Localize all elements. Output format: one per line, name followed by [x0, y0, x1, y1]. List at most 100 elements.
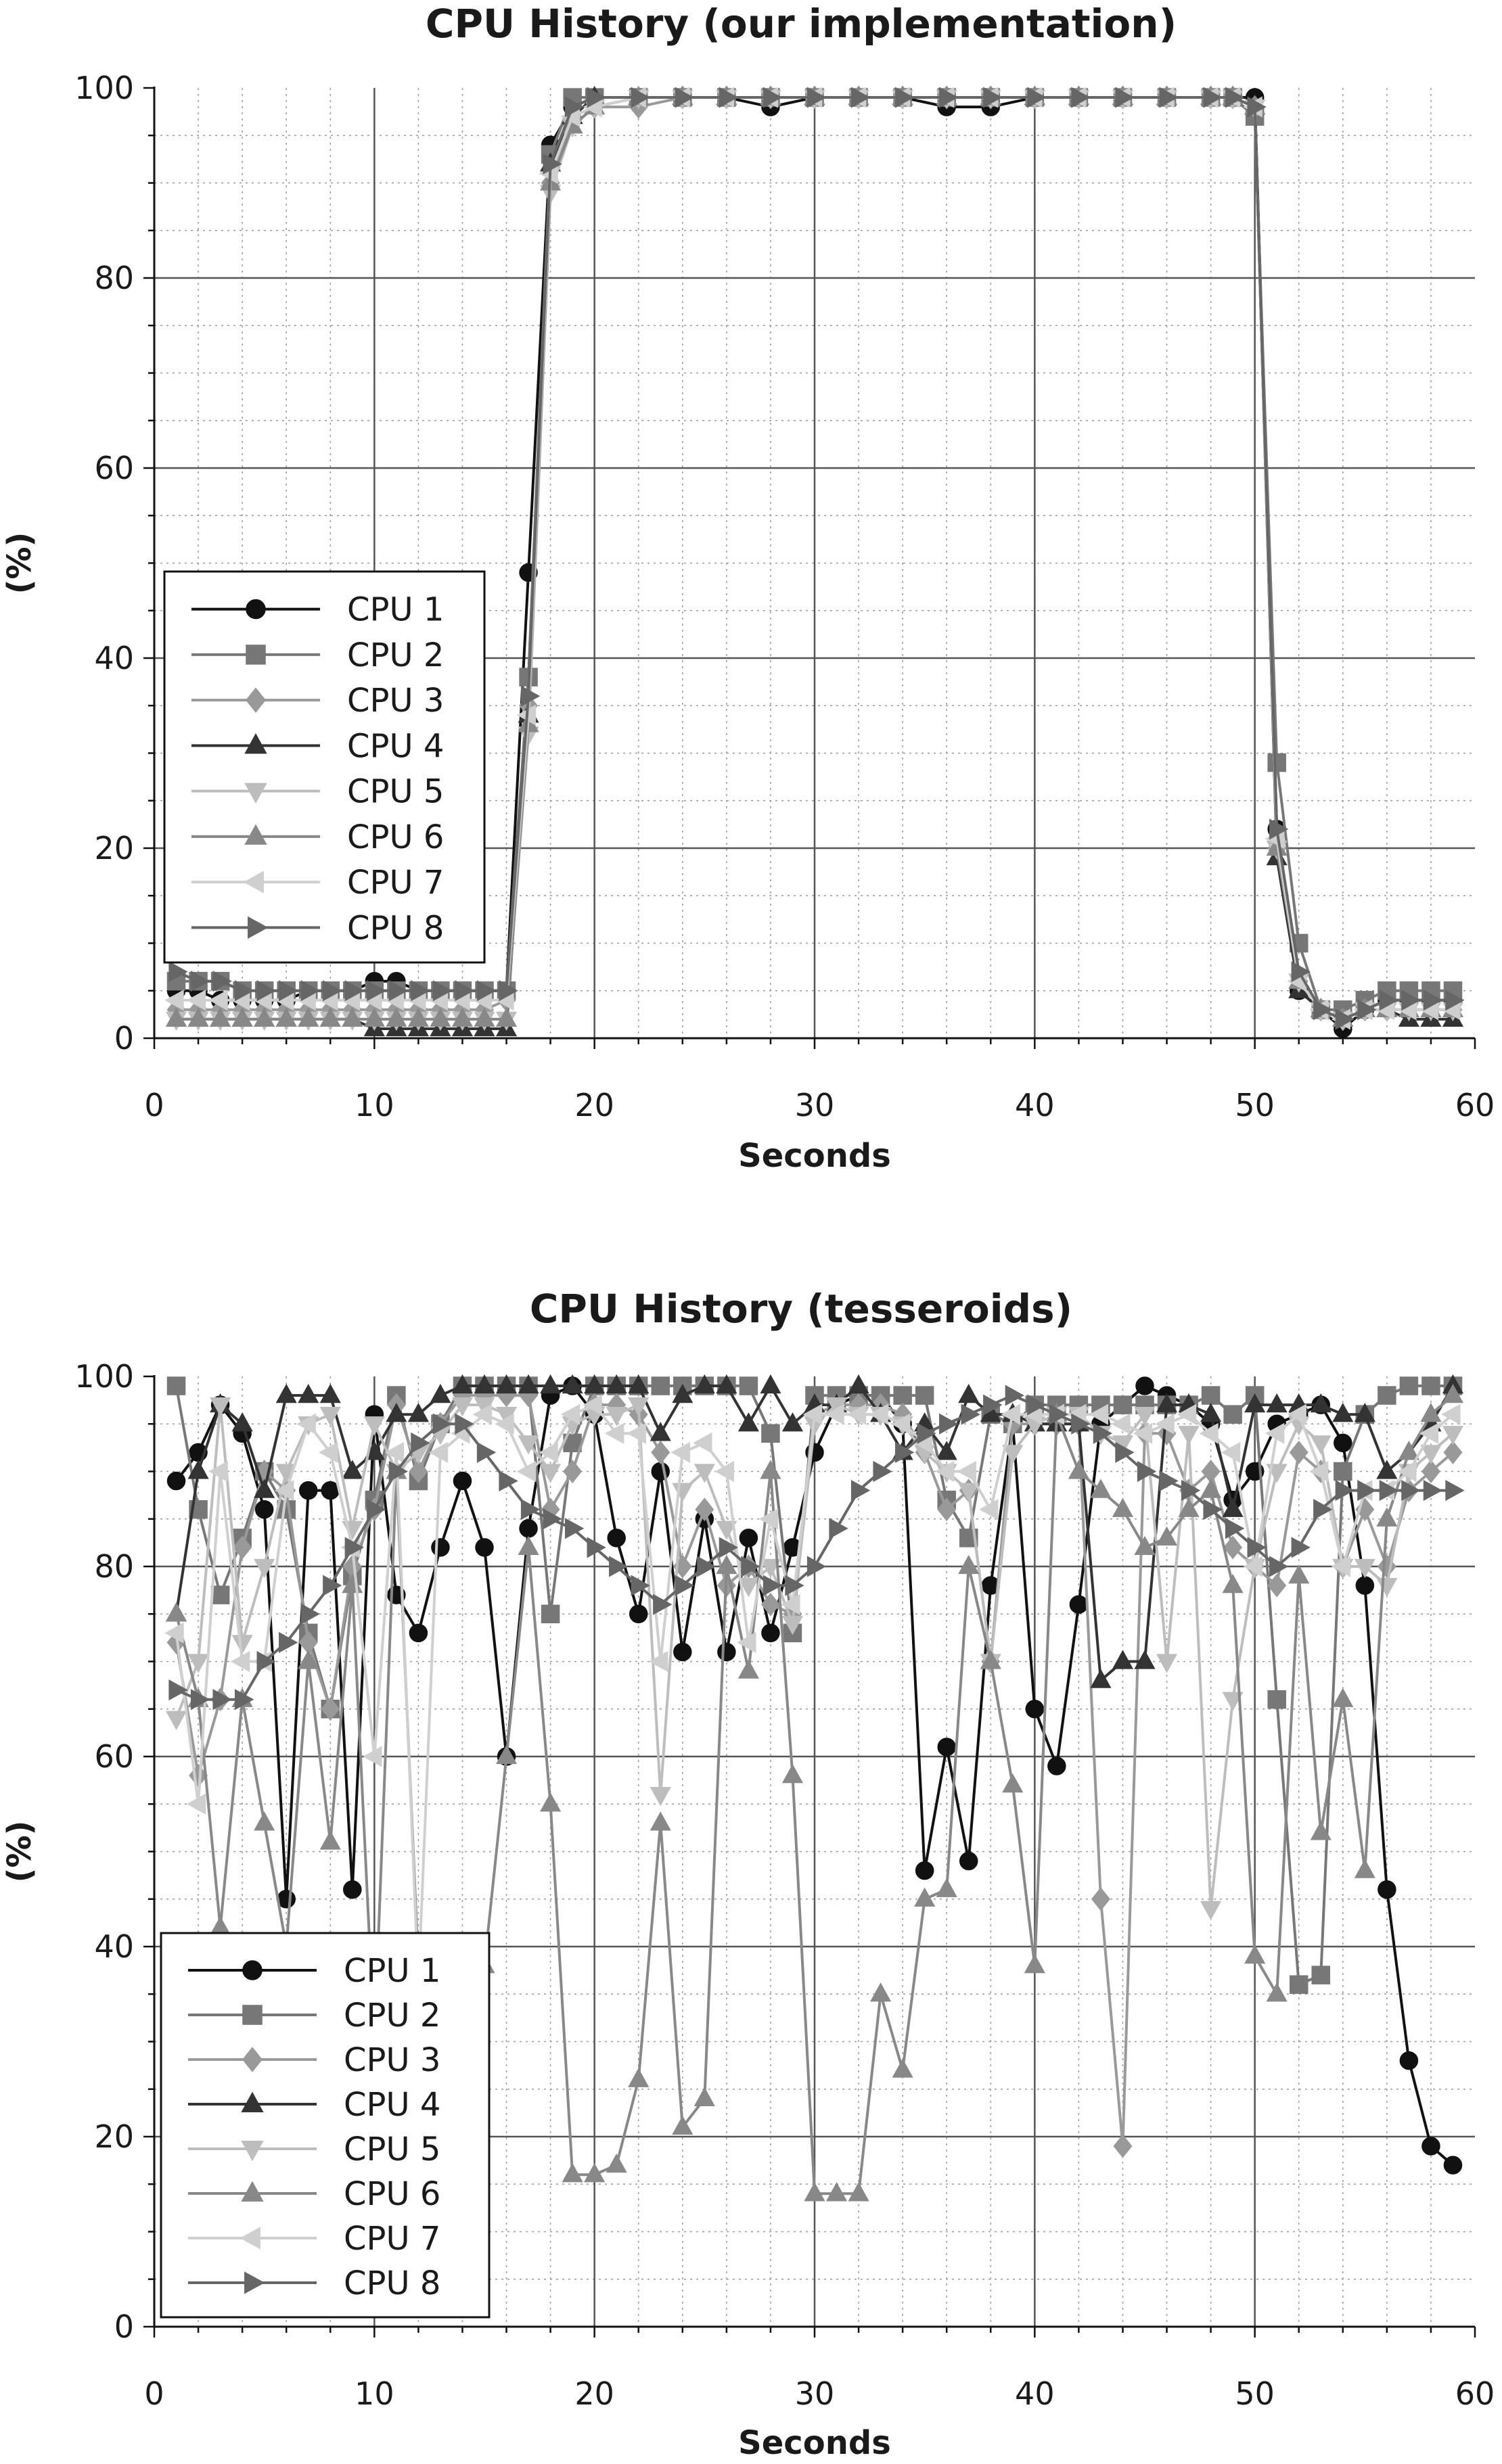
- chart2-data-point-cpu-8: [850, 1480, 871, 1502]
- chart2-data-point-cpu-5: [187, 1654, 209, 1673]
- chart2-data-point-cpu-7: [890, 1413, 911, 1435]
- chart2-title: CPU History (tesseroids): [530, 1286, 1072, 1332]
- chart1-data-point-cpu-8: [1335, 1008, 1355, 1030]
- chart2-data-point-cpu-8: [763, 1575, 783, 1596]
- chart2-data-point-cpu-4: [1376, 1460, 1398, 1479]
- chart2-data-point-cpu-7: [979, 1499, 999, 1520]
- chart1-legend-label-cpu-8: CPU 8: [347, 909, 444, 947]
- chart2-y-tick-label: 20: [94, 2118, 134, 2155]
- chart2-data-point-cpu-6: [672, 2115, 693, 2135]
- chart1-legend-label-cpu-5: CPU 5: [347, 773, 444, 811]
- chart1-data-point-cpu-7: [164, 990, 184, 1011]
- chart2-data-point-cpu-4: [1112, 1650, 1134, 1669]
- chart2-data-point-cpu-6: [165, 1602, 187, 1622]
- chart2-data-point-cpu-1: [1399, 2051, 1419, 2070]
- chart2-x-tick-label: 30: [795, 2375, 835, 2412]
- chart2-data-point-cpu-8: [411, 1432, 430, 1454]
- chart2-data-point-cpu-3: [1443, 1440, 1463, 1464]
- chart2-legend-marker-cpu-3: [242, 2047, 263, 2072]
- chart2-data-point-cpu-8: [1225, 1518, 1245, 1539]
- chart2-legend-label-cpu-3: CPU 3: [344, 2041, 440, 2079]
- chart2-data-point-cpu-6: [825, 2182, 848, 2202]
- chart2-data-point-cpu-5: [1156, 1654, 1178, 1673]
- chart1-data-point-cpu-8: [939, 87, 959, 108]
- chart2-data-point-cpu-5: [1310, 1435, 1332, 1455]
- chart2-legend-label-cpu-7: CPU 7: [344, 2220, 440, 2258]
- chart2-data-point-cpu-8: [344, 1537, 364, 1558]
- chart2-data-point-cpu-2: [1421, 1376, 1440, 1395]
- chart2-data-point-cpu-5: [451, 1397, 474, 1417]
- chart1-x-tick-label: 20: [574, 1087, 614, 1123]
- chart2-data-point-cpu-7: [230, 1650, 250, 1673]
- chart2-data-point-cpu-6: [1090, 1479, 1112, 1498]
- chart2-data-point-cpu-7: [1243, 1556, 1262, 1577]
- chart2-data-point-cpu-8: [806, 1556, 827, 1577]
- chart2-data-point-cpu-8: [939, 1413, 959, 1435]
- chart1-data-point-cpu-8: [587, 87, 606, 108]
- chart1-data-point-cpu-8: [1203, 87, 1223, 108]
- chart2-data-point-cpu-4: [1134, 1650, 1156, 1669]
- chart2-data-point-cpu-5: [1222, 1692, 1244, 1711]
- chart2-data-point-cpu-3: [321, 1697, 340, 1721]
- chart2-data-point-cpu-6: [1222, 1573, 1244, 1594]
- chart2-data-point-cpu-8: [1071, 1413, 1091, 1435]
- chart2-y-tick-label: 0: [114, 2308, 134, 2345]
- chart2-data-point-cpu-4: [672, 1383, 693, 1403]
- chart2-data-point-cpu-7: [1265, 1422, 1285, 1444]
- chart2-data-point-cpu-2: [1378, 1386, 1396, 1405]
- chart2-legend-marker-cpu-6: [241, 2181, 264, 2202]
- chart2-data-point-cpu-4: [716, 1374, 737, 1394]
- chart2-data-point-cpu-7: [1331, 1556, 1350, 1577]
- chart1-data-point-cpu-8: [894, 87, 915, 108]
- chart2-data-point-cpu-6: [319, 1830, 341, 1850]
- chart2-data-point-cpu-5: [518, 1435, 539, 1455]
- chart1-legend-item-cpu-6: CPU 6: [191, 818, 444, 856]
- chart2-data-point-cpu-1: [761, 1623, 780, 1643]
- chart2-data-point-cpu-8: [983, 1394, 1003, 1416]
- chart2-x-tick-label: 40: [1015, 2375, 1055, 2412]
- chart1-data-point-cpu-8: [1401, 990, 1421, 1011]
- chart2-data-point-cpu-2: [277, 1500, 296, 1519]
- chart1-data-point-cpu-8: [675, 87, 694, 108]
- chart1-data-point-cpu-6: [187, 1007, 209, 1027]
- chart1-legend-marker-cpu-8: [248, 916, 269, 939]
- chart2-data-point-cpu-7: [737, 1631, 756, 1653]
- chart1-data-point-cpu-2: [1267, 753, 1286, 772]
- chart2-data-point-cpu-2: [739, 1376, 758, 1395]
- chart2-data-point-cpu-3: [695, 1497, 714, 1522]
- chart1-data-point-cpu-8: [300, 980, 320, 1002]
- chart1-data-point-cpu-6: [231, 1007, 253, 1027]
- chart2-legend-label-cpu-1: CPU 1: [344, 1952, 440, 1990]
- chart2-data-point-cpu-8: [631, 1575, 650, 1596]
- chart2-data-point-cpu-8: [1093, 1422, 1113, 1444]
- chart2-data-point-cpu-7: [670, 1441, 690, 1463]
- chart1-data-point-cpu-8: [1445, 990, 1465, 1011]
- chart2-data-point-cpu-7: [758, 1508, 779, 1530]
- chart1-x-tick-label: 10: [355, 1087, 394, 1123]
- chart1-legend-item-cpu-5: CPU 5: [191, 773, 444, 811]
- chart1-x-tick-label: 30: [795, 1087, 835, 1123]
- chart2-data-point-cpu-8: [499, 1470, 518, 1492]
- chart2: 0 10 20 30 40 50 60 0 20 40 60 80 100 CPU History (te…: [1, 1286, 1495, 2462]
- chart2-x-tick-label: 50: [1235, 2375, 1275, 2412]
- chart2-legend-marker-cpu-1: [242, 1960, 263, 1980]
- chart2-data-point-cpu-5: [958, 1483, 980, 1502]
- chart2-data-point-cpu-8: [1445, 1480, 1465, 1502]
- chart2-data-point-cpu-3: [1421, 1460, 1440, 1483]
- chart2-data-point-cpu-7: [1089, 1403, 1109, 1425]
- chart2-data-point-cpu-8: [1159, 1470, 1179, 1492]
- chart2-data-point-cpu-4: [430, 1383, 451, 1403]
- chart1-data-point-cpu-6: [319, 1007, 341, 1027]
- chart2-data-point-cpu-4: [407, 1403, 429, 1422]
- chart1-data-point-cpu-8: [1357, 999, 1377, 1021]
- chart2-data-point-cpu-4: [1244, 1393, 1266, 1413]
- chart1-x-axis-label: Seconds: [738, 1137, 891, 1175]
- chart2-data-point-cpu-7: [1309, 1460, 1329, 1483]
- chart1-data-point-cpu-6: [386, 1007, 407, 1027]
- chart2-data-point-cpu-8: [367, 1499, 386, 1520]
- chart1-data-point-cpu-6: [430, 1007, 451, 1027]
- chart2-data-point-cpu-1: [629, 1604, 648, 1623]
- chart1-data-point-cpu-8: [190, 971, 210, 992]
- chart1-x-tick-label: 0: [144, 1087, 164, 1123]
- chart2-data-point-cpu-8: [961, 1403, 980, 1425]
